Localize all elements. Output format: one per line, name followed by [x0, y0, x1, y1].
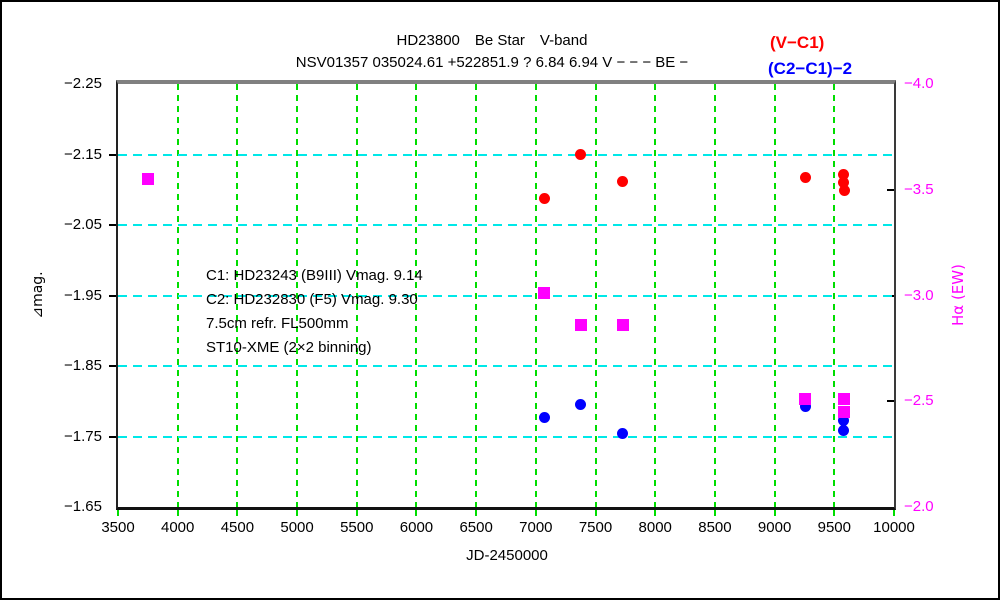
- x-tick-label: 6500: [459, 519, 493, 536]
- data-point-halpha: [837, 405, 850, 418]
- data-point-c2-c1: [838, 414, 850, 426]
- data-point-c2-c1: [838, 424, 850, 436]
- y-left-tick-mark: [109, 294, 116, 297]
- x-tick-mark: [176, 510, 179, 516]
- data-point-halpha: [799, 393, 812, 406]
- x-tick-mark: [713, 510, 716, 516]
- y-right-tick-mark: [887, 400, 894, 403]
- chart-title: HD23800 Be Star V-band: [396, 32, 588, 49]
- x-tick-label: 10000: [873, 519, 915, 536]
- annotation-line-camera: ST10-XME (2×2 binning): [206, 339, 372, 356]
- data-point-c2-c1: [617, 428, 629, 440]
- y-left-tick-mark: [109, 435, 116, 438]
- plot-area: 3500 4000 4500 5000 5500 6000 6500 7000 7500 8000…: [64, 75, 934, 536]
- x-tick-mark: [355, 510, 358, 516]
- x-tick-mark: [296, 510, 299, 516]
- x-tick-mark: [475, 510, 478, 516]
- data-point-v-c1: [838, 184, 850, 196]
- x-tick-label: 8000: [638, 519, 672, 536]
- x-tick-mark: [534, 510, 537, 516]
- y-axis-title-right: Hα (EW): [949, 264, 967, 326]
- y-left-tick-label: −2.25: [64, 75, 102, 92]
- horizontal-gridline: [118, 224, 894, 226]
- y-left-tick-label: −1.65: [64, 498, 102, 515]
- y-left-tick-label: −2.05: [64, 216, 102, 233]
- horizontal-gridline: [118, 294, 894, 297]
- data-point-v-c1: [799, 171, 811, 183]
- data-point-halpha: [616, 319, 629, 332]
- x-tick-mark: [893, 510, 895, 516]
- legend-label-c2-c1-2: (C2−C1)−2: [768, 59, 853, 78]
- y-left-tick-mark: [109, 153, 116, 156]
- y-right-tick-label: −4.0: [904, 75, 934, 92]
- y-left-tick-label: −1.75: [64, 427, 102, 445]
- y-right-tick-mark: [887, 188, 894, 191]
- y-right-tick-label: −3.0: [904, 286, 934, 304]
- x-tick-mark: [773, 510, 776, 516]
- x-tick-mark: [236, 510, 239, 516]
- data-point-v-c1: [838, 168, 850, 180]
- x-tick-label: 3500: [101, 519, 135, 536]
- x-tick-label: 8500: [698, 519, 732, 536]
- x-tick-label: 5500: [340, 519, 374, 536]
- x-tick-label: 7000: [519, 519, 553, 536]
- x-tick-mark: [415, 510, 418, 516]
- x-tick-mark: [833, 510, 836, 516]
- x-tick-label: 5000: [280, 519, 314, 536]
- y-right-tick-label: −2.5: [904, 392, 934, 410]
- data-point-halpha: [538, 287, 551, 300]
- x-tick-mark: [594, 510, 597, 516]
- data-point-halpha: [574, 319, 587, 332]
- data-point-v-c1: [538, 192, 550, 204]
- data-point-v-c1: [575, 149, 587, 160]
- annotation-block: C1: HD23243 (B9III) Vmag. 9.14 C2: HD232…: [206, 264, 423, 360]
- data-point-c2-c1: [538, 411, 550, 423]
- legend-label-v-c1: (V−C1): [770, 33, 825, 52]
- annotation-line-telescope: 7.5cm refr. FL500mm: [206, 315, 349, 332]
- data-point-halpha: [141, 173, 154, 186]
- horizontal-gridline: [118, 153, 894, 156]
- x-axis-title: JD-2450000: [466, 547, 548, 564]
- annotation-line-c2: C2: HD232830 (F5) Vmag. 9.30: [206, 291, 418, 308]
- data-point-v-c1: [617, 176, 629, 188]
- y-left-tick-mark: [109, 224, 116, 226]
- data-point-c2-c1: [575, 398, 587, 410]
- x-tick-label: 9500: [817, 519, 851, 536]
- y-left-tick-label: −1.85: [64, 357, 102, 374]
- data-point-c2-c1: [799, 401, 811, 413]
- y-left-tick-mark: [109, 365, 116, 367]
- horizontal-gridline: [118, 365, 894, 367]
- y-left-tick-label: −2.15: [64, 145, 102, 163]
- data-point-v-c1: [838, 177, 850, 189]
- x-tick-label: 9000: [757, 519, 792, 536]
- x-tick-label: 6000: [399, 519, 434, 536]
- annotation-line-c1: C1: HD23243 (B9III) Vmag. 9.14: [206, 267, 423, 284]
- x-tick-mark: [654, 510, 657, 516]
- x-tick-label: 4500: [220, 519, 255, 536]
- horizontal-gridline: [118, 435, 894, 438]
- chart-subtitle: NSV01357 035024.61 +522851.9 ? 6.84 6.94…: [295, 54, 689, 71]
- y-right-tick-label: −2.0: [904, 498, 934, 515]
- y-left-tick-label: −1.95: [64, 286, 102, 304]
- data-point-halpha: [837, 393, 850, 406]
- y-right-tick-label: −3.5: [904, 180, 934, 198]
- x-tick-label: 4000: [161, 519, 195, 536]
- x-tick-mark: [117, 510, 119, 516]
- x-tick-label: 7500: [578, 519, 613, 536]
